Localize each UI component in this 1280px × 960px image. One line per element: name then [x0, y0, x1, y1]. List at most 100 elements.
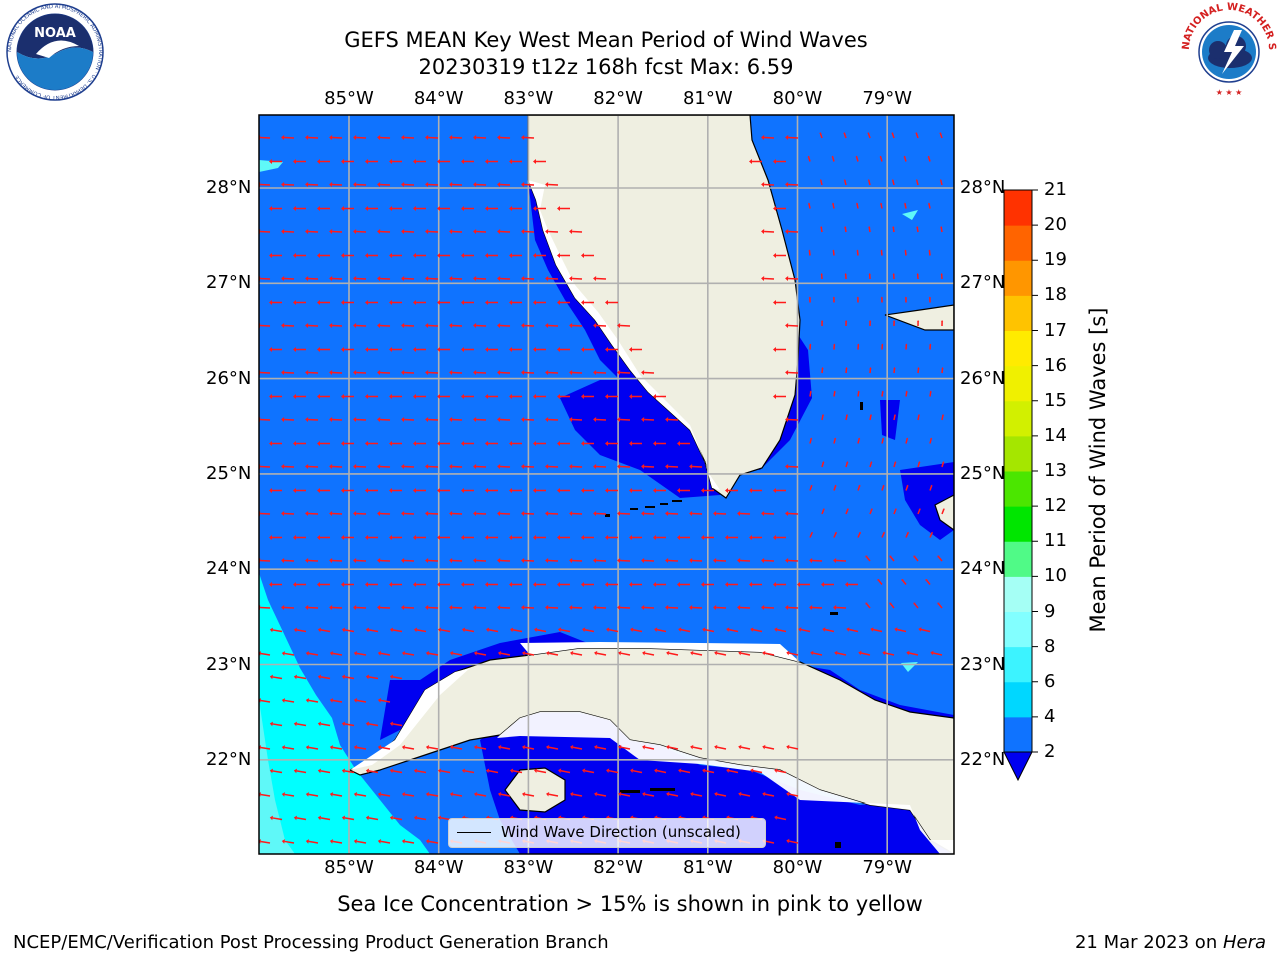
wave-direction-arrow — [569, 370, 583, 376]
wave-direction-arrow — [401, 182, 415, 188]
wave-direction-arrow — [928, 296, 932, 303]
wave-direction-arrow — [365, 346, 379, 352]
wave-direction-arrow — [844, 226, 847, 233]
wave-direction-arrow — [497, 744, 511, 750]
wave-direction-arrow — [461, 440, 475, 446]
wave-direction-arrow — [581, 487, 595, 493]
wave-direction-arrow — [293, 252, 307, 258]
wave-direction-arrow — [939, 179, 943, 186]
lat-label-right: 25°N — [960, 462, 1006, 484]
colorbar-tick-label: 17 — [1044, 319, 1067, 341]
wave-direction-arrow — [570, 650, 583, 656]
wave-direction-arrow — [605, 487, 619, 493]
period-region-small-cyan — [259, 160, 283, 172]
wave-direction-arrow — [761, 276, 775, 282]
wave-direction-arrow — [305, 698, 319, 703]
wave-direction-arrow — [533, 440, 547, 446]
wave-direction-arrow — [401, 792, 415, 797]
wave-direction-arrow — [689, 605, 703, 611]
wave-direction-arrow — [941, 461, 945, 468]
wave-direction-arrow — [329, 370, 343, 376]
wave-direction-arrow — [461, 487, 475, 493]
wave-direction-arrow — [485, 440, 499, 446]
wave-direction-arrow — [377, 370, 391, 376]
colorbar-tick-label: 16 — [1044, 354, 1067, 376]
wave-direction-arrow — [929, 390, 932, 397]
wave-direction-arrow — [928, 249, 931, 256]
wave-direction-arrow — [305, 417, 319, 423]
wave-direction-arrow — [401, 370, 415, 376]
wave-direction-arrow — [881, 343, 884, 350]
wave-direction-arrow — [749, 581, 763, 587]
lon-label-top: 81°W — [682, 88, 733, 109]
wave-direction-arrow — [449, 229, 463, 235]
wave-direction-arrow — [413, 768, 427, 774]
wave-direction-arrow — [714, 650, 727, 656]
wave-direction-arrow — [293, 299, 307, 305]
wave-direction-arrow — [545, 370, 559, 376]
wave-direction-arrow — [437, 627, 451, 633]
lat-label-left: 27°N — [206, 272, 252, 294]
wave-direction-arrow — [558, 627, 571, 633]
wave-direction-arrow — [845, 581, 859, 587]
wave-direction-arrow — [341, 158, 355, 164]
lat-label-right: 28°N — [960, 177, 1006, 198]
wave-direction-arrow — [629, 487, 643, 493]
wave-direction-arrow — [353, 229, 367, 235]
colorbar — [1003, 189, 1038, 782]
wave-direction-arrow — [808, 296, 812, 303]
wave-direction-arrow — [689, 558, 703, 564]
wave-direction-arrow — [461, 581, 475, 587]
colorbar-tick-label: 19 — [1044, 249, 1067, 271]
wave-direction-arrow — [473, 182, 487, 188]
wave-direction-arrow — [713, 605, 727, 611]
wave-direction-arrow — [761, 511, 775, 517]
wave-direction-arrow — [557, 346, 571, 352]
nodata-fringe-florida-west — [528, 180, 720, 490]
wave-direction-arrow — [317, 487, 331, 493]
wave-direction-arrow — [629, 581, 643, 587]
wave-direction-arrow — [353, 792, 367, 797]
colorbar-tick-label: 18 — [1044, 284, 1067, 306]
wave-direction-arrow — [269, 158, 283, 164]
wave-direction-arrow — [269, 205, 283, 211]
wave-direction-arrow — [473, 135, 487, 141]
wave-direction-arrow — [773, 205, 787, 211]
wave-direction-arrow — [365, 252, 379, 258]
wave-direction-arrow — [809, 484, 813, 491]
wave-direction-arrow — [437, 299, 451, 305]
colorbar-segment — [1004, 330, 1032, 367]
wave-direction-arrow — [867, 132, 871, 139]
wave-direction-arrow — [425, 651, 439, 656]
wave-direction-arrow — [485, 393, 499, 399]
wave-direction-arrow — [879, 202, 883, 209]
wave-direction-arrow — [820, 273, 823, 280]
wave-direction-arrow — [473, 370, 487, 376]
wave-direction-arrow — [365, 534, 379, 540]
wave-direction-arrow — [281, 370, 295, 376]
wave-direction-arrow — [569, 276, 583, 282]
wave-direction-arrow — [293, 627, 307, 633]
lat-label-right: 24°N — [960, 558, 1006, 580]
wave-direction-arrow — [425, 276, 439, 282]
wave-direction-arrow — [726, 627, 739, 633]
wave-direction-arrow — [534, 768, 547, 774]
colorbar-label: Mean Period of Wind Waves [s] — [1086, 307, 1110, 633]
wave-direction-arrow — [317, 815, 331, 821]
wave-direction-arrow — [281, 605, 295, 611]
wave-direction-arrow — [401, 464, 415, 470]
colorbar-segment — [1004, 190, 1032, 226]
land-isle-of-youth — [504, 767, 566, 813]
wave-direction-arrow — [497, 417, 511, 423]
wave-direction-arrow — [521, 417, 535, 423]
lon-label-bottom: 80°W — [772, 857, 823, 878]
wave-direction-arrow — [425, 464, 439, 470]
wave-direction-arrow — [545, 229, 559, 235]
wave-direction-arrow — [925, 579, 931, 585]
wave-direction-arrow — [581, 299, 595, 305]
footer-date: 21 Mar 2023 on Hera — [1074, 932, 1266, 953]
wave-direction-arrow — [617, 605, 631, 611]
wave-direction-arrow — [889, 602, 895, 609]
wave-direction-arrow — [485, 627, 499, 633]
wave-direction-arrow — [581, 581, 595, 587]
